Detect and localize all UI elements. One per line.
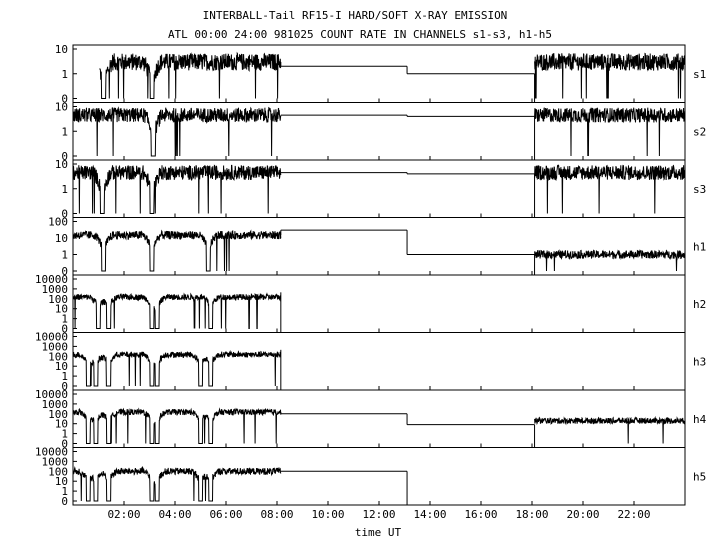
y-tick-label: 1: [61, 485, 68, 498]
y-tick-label: 0: [61, 438, 68, 451]
y-tick-label: 10: [55, 101, 68, 114]
x-tick-label: 02:00: [107, 508, 140, 521]
x-tick-label: 14:00: [413, 508, 446, 521]
y-tick-label: 10000: [35, 388, 68, 401]
series-line-late: [534, 52, 686, 99]
panel-frame: [72, 447, 686, 506]
x-tick-labels: 02:00 04:00 06:00 08:00 10:00 12:00 14:00 16:00…: [107, 98, 651, 521]
x-tick-label: 10:00: [311, 508, 344, 521]
series-line: [99, 51, 282, 99]
y-tick-label: 10: [55, 232, 68, 245]
series-line-late: [534, 107, 686, 157]
y-tick-label: 10: [55, 158, 68, 171]
channel-label: h4: [693, 413, 707, 426]
chart-title: INTERBALL-Tail RF15-I HARD/SOFT X-RAY EM…: [203, 9, 508, 22]
x-tick-label: 06:00: [209, 508, 242, 521]
x-tick-label: 12:00: [362, 508, 395, 521]
y-tick-label: 100: [48, 350, 68, 363]
y-tick-label: 10000: [35, 446, 68, 459]
series-line-late: [534, 249, 686, 272]
y-tick-label: 10000: [35, 331, 68, 344]
y-tick-label: 0: [61, 93, 68, 106]
series-line: [72, 229, 282, 272]
chart-subtitle: ATL 00:00 24:00 981025 COUNT RATE IN CHA…: [168, 28, 552, 41]
channel-label: h1: [693, 240, 706, 253]
y-tick-label: 100: [48, 408, 68, 421]
y-tick-label: 1000: [42, 398, 69, 411]
series-line: [72, 106, 282, 157]
y-tick-label: 1000: [42, 455, 69, 468]
y-tick-label: 10: [55, 475, 68, 488]
y-tick-label: 10: [55, 360, 68, 373]
y-tick-label: 100: [48, 465, 68, 478]
x-axis-label: time UT: [355, 526, 402, 539]
y-tick-label: 10: [55, 303, 68, 316]
x-tick-label: 22:00: [617, 508, 650, 521]
series-line: [72, 407, 282, 444]
series-line-late: [534, 415, 686, 444]
y-tick-label: 0: [61, 495, 68, 508]
y-tick-label: 10: [55, 418, 68, 431]
panel-frame: [72, 102, 686, 161]
y-tick-label: 1: [61, 183, 68, 196]
series-line: [72, 164, 282, 214]
series-line-late: [534, 164, 685, 214]
channel-label: h3: [693, 355, 706, 368]
channel-label: h2: [693, 298, 706, 311]
series-line: [72, 292, 282, 329]
panel-frame: [72, 217, 686, 276]
y-tick-label: 1000: [42, 283, 69, 296]
x-tick-label: 16:00: [464, 508, 497, 521]
x-tick-label: 20:00: [566, 508, 599, 521]
y-tick-label: 0: [61, 323, 68, 336]
channel-label: s1: [693, 68, 706, 81]
x-tick-label: 04:00: [158, 508, 191, 521]
channel-label: s3: [693, 183, 706, 196]
y-tick-label: 1: [61, 125, 68, 138]
y-tick-label: 10000: [35, 273, 68, 286]
panel-frame: [72, 274, 686, 333]
y-tick-label: 1: [61, 249, 68, 262]
y-tick-label: 1: [61, 428, 68, 441]
panel-frame: [72, 44, 686, 103]
x-tick-label: 18:00: [515, 508, 548, 521]
y-tick-label: 10: [55, 43, 68, 56]
y-tick-label: 0: [61, 150, 68, 163]
y-tick-label: 1: [61, 313, 68, 326]
channel-label: s2: [693, 125, 706, 138]
y-tick-label: 100: [48, 293, 68, 306]
y-tick-label: 0: [61, 380, 68, 393]
y-tick-label: 1: [61, 370, 68, 383]
channel-label: h5: [693, 470, 706, 483]
y-tick-label: 100: [48, 216, 68, 229]
panel-frame: [72, 332, 686, 391]
y-tick-label: 0: [61, 265, 68, 278]
y-tick-label: 1: [61, 68, 68, 81]
series-line: [72, 466, 282, 502]
x-tick-label: 08:00: [260, 508, 293, 521]
series-line: [72, 349, 282, 387]
y-tick-label: 0: [61, 208, 68, 221]
y-tick-label: 1000: [42, 340, 69, 353]
panels-group: 1010s11010s21010s31001010h11000010001001…: [35, 43, 707, 508]
